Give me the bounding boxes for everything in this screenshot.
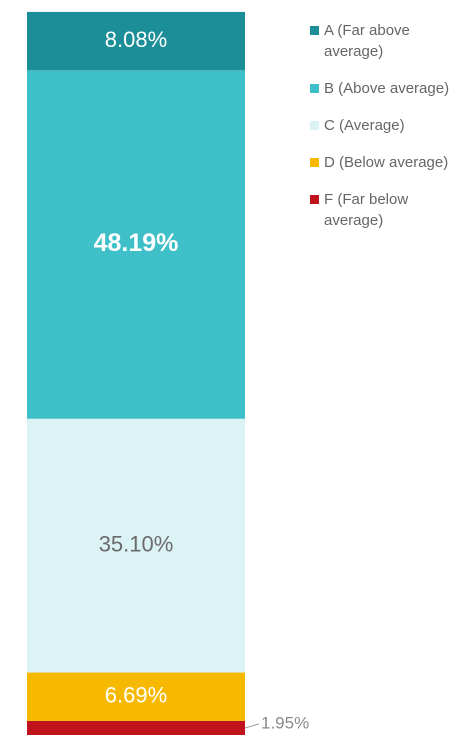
bar-segment	[27, 672, 245, 721]
legend-swatch	[310, 158, 319, 167]
data-label: 1.95%	[261, 713, 309, 732]
data-label: 48.19%	[94, 229, 179, 257]
legend-entry: D (Below average)	[310, 152, 470, 173]
leader-line	[244, 723, 260, 729]
legend-entry: A (Far above average)	[310, 20, 470, 62]
data-label: 8.08%	[105, 27, 167, 52]
legend-swatch	[310, 195, 319, 204]
legend-label: A (Far above average)	[324, 22, 410, 60]
legend-label: F (Far below average)	[324, 191, 409, 229]
legend-entry: C (Average)	[310, 115, 470, 136]
data-label: 6.69%	[105, 683, 167, 708]
bar-segment	[27, 720, 245, 735]
legend-label: D (Below average)	[324, 154, 449, 171]
legend-entry: B (Above average)	[310, 78, 470, 99]
legend-swatch	[310, 84, 319, 93]
legend-swatch	[310, 26, 319, 35]
bar-segment	[27, 11, 245, 71]
data-label: 35.10%	[99, 531, 174, 556]
legend-label: C (Average)	[324, 117, 405, 134]
legend-label: B (Above average)	[324, 80, 450, 97]
legend-swatch	[310, 121, 319, 130]
bar-segment	[27, 70, 245, 419]
legend-entry: F (Far below average)	[310, 189, 470, 231]
bar-segment	[27, 418, 245, 673]
legend: A (Far above average) B (Above average) C …	[310, 20, 470, 247]
